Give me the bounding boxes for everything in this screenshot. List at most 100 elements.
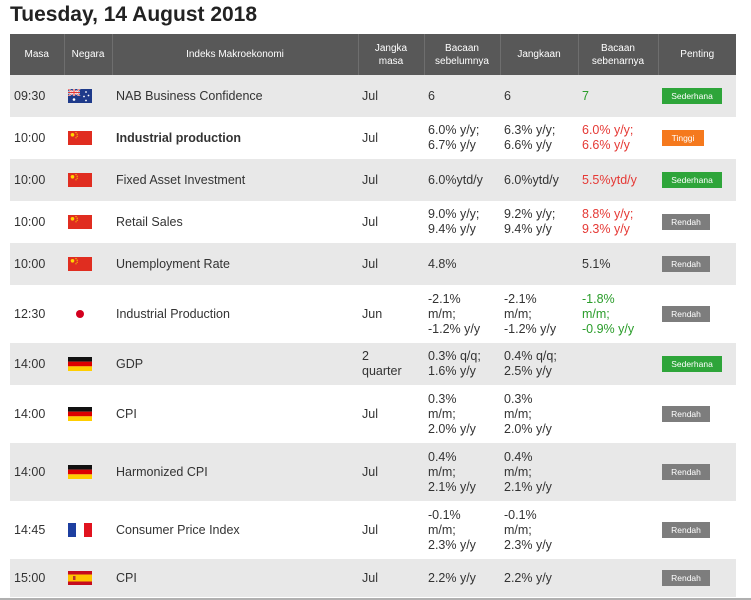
china-flag-icon <box>68 131 92 146</box>
previous-value: 0.3% q/q; 1.6% y/y <box>424 343 500 385</box>
country-flag <box>64 343 112 385</box>
indicator-name[interactable]: Industrial production <box>112 117 358 159</box>
germany-flag-icon <box>68 357 92 372</box>
event-time: 14:00 <box>10 385 64 443</box>
table-row: 14:00 Harmonized CPI Jul 0.4% m/m; 2.1% y/y… <box>10 443 736 501</box>
indicator-name[interactable]: Consumer Price Index <box>112 501 358 559</box>
country-flag <box>64 75 112 117</box>
importance-cell: Tinggi <box>658 117 736 159</box>
australia-flag-icon <box>68 89 92 104</box>
forecast-value: 6.3% y/y; 6.6% y/y <box>500 117 578 159</box>
previous-value: 6 <box>424 75 500 117</box>
china-flag-icon <box>68 215 92 230</box>
previous-value: 4.8% <box>424 243 500 285</box>
header-indicator[interactable]: Indeks Makroekonomi <box>112 34 359 75</box>
event-time: 09:30 <box>10 75 64 117</box>
indicator-name[interactable]: Harmonized CPI <box>112 443 358 501</box>
forecast-value: 2.2% y/y <box>500 559 578 597</box>
indicator-name[interactable]: CPI <box>112 559 358 597</box>
header-time[interactable]: Masa <box>10 34 65 75</box>
previous-value: 2.2% y/y <box>424 559 500 597</box>
forecast-value: -0.1% m/m; 2.3% y/y <box>500 501 578 559</box>
actual-value: 7 <box>578 75 658 117</box>
country-flag <box>64 559 112 597</box>
event-time: 10:00 <box>10 159 64 201</box>
event-time: 10:00 <box>10 201 64 243</box>
importance-cell: Rendah <box>658 443 736 501</box>
previous-value: -2.1% m/m; -1.2% y/y <box>424 285 500 343</box>
table-row: 10:00 Industrial production Jul 6.0% y/y; 6… <box>10 117 736 159</box>
table-row: 10:00 Unemployment Rate Jul 4.8% 5.1% Rendah <box>10 243 736 285</box>
previous-value: 0.3% m/m; 2.0% y/y <box>424 385 500 443</box>
table-row: 09:30 NAB Business Confidence Jul 6 6 7 Sederh… <box>10 75 736 117</box>
forecast-value: 0.4% m/m; 2.1% y/y <box>500 443 578 501</box>
forecast-value <box>500 243 578 285</box>
period-value: 2 quarter <box>358 343 424 385</box>
actual-value: -1.8% m/m; -0.9% y/y <box>578 285 658 343</box>
forecast-value: 9.2% y/y; 9.4% y/y <box>500 201 578 243</box>
importance-badge: Rendah <box>662 522 710 538</box>
country-flag <box>64 443 112 501</box>
country-flag <box>64 201 112 243</box>
indicator-name[interactable]: Retail Sales <box>112 201 358 243</box>
country-flag <box>64 501 112 559</box>
event-time: 14:00 <box>10 343 64 385</box>
previous-value: 6.0%ytd/y <box>424 159 500 201</box>
header-importance[interactable]: Penting <box>658 34 736 75</box>
forecast-value: -2.1% m/m; -1.2% y/y <box>500 285 578 343</box>
previous-value: 9.0% y/y; 9.4% y/y <box>424 201 500 243</box>
forecast-value: 6.0%ytd/y <box>500 159 578 201</box>
forecast-value: 6 <box>500 75 578 117</box>
table-row: 15:00 CPI Jul 2.2% y/y 2.2% y/y Rendah <box>10 559 736 597</box>
actual-value: 5.5%ytd/y <box>578 159 658 201</box>
header-period[interactable]: Jangka masa <box>358 34 425 75</box>
indicator-name[interactable]: NAB Business Confidence <box>112 75 358 117</box>
economic-calendar-table: Masa Negara Indeks Makroekonomi Jangka m… <box>10 34 736 597</box>
indicator-name[interactable]: GDP <box>112 343 358 385</box>
table-row: 10:00 Retail Sales Jul 9.0% y/y; 9.4% y/y 9.… <box>10 201 736 243</box>
period-value: Jul <box>358 117 424 159</box>
period-value: Jul <box>358 201 424 243</box>
header-previous[interactable]: Bacaan sebelumnya <box>424 34 501 75</box>
country-flag <box>64 159 112 201</box>
importance-cell: Rendah <box>658 501 736 559</box>
indicator-name[interactable]: CPI <box>112 385 358 443</box>
importance-badge: Rendah <box>662 406 710 422</box>
header-actual[interactable]: Bacaan sebenarnya <box>578 34 659 75</box>
page-title: Tuesday, 14 August 2018 <box>10 3 258 26</box>
actual-value <box>578 343 658 385</box>
importance-cell: Rendah <box>658 385 736 443</box>
actual-value: 6.0% y/y; 6.6% y/y <box>578 117 658 159</box>
indicator-name[interactable]: Industrial Production <box>112 285 358 343</box>
table-row: 14:45 Consumer Price Index Jul -0.1% m/m; 2… <box>10 501 736 559</box>
actual-value <box>578 443 658 501</box>
importance-badge: Rendah <box>662 306 710 322</box>
china-flag-icon <box>68 173 92 188</box>
table-row: 14:00 CPI Jul 0.3% m/m; 2.0% y/y 0.3% m/m; 2… <box>10 385 736 443</box>
period-value: Jul <box>358 559 424 597</box>
importance-cell: Rendah <box>658 243 736 285</box>
germany-flag-icon <box>68 465 92 480</box>
importance-badge: Tinggi <box>662 130 704 146</box>
period-value: Jul <box>358 385 424 443</box>
importance-cell: Sederhana <box>658 343 736 385</box>
table-header-row: Masa Negara Indeks Makroekonomi Jangka m… <box>10 34 736 75</box>
period-value: Jul <box>358 159 424 201</box>
header-forecast[interactable]: Jangkaan <box>500 34 579 75</box>
previous-value: 0.4% m/m; 2.1% y/y <box>424 443 500 501</box>
event-time: 15:00 <box>10 559 64 597</box>
period-value: Jul <box>358 443 424 501</box>
importance-cell: Rendah <box>658 201 736 243</box>
period-value: Jul <box>358 75 424 117</box>
event-time: 14:00 <box>10 443 64 501</box>
indicator-name[interactable]: Fixed Asset Investment <box>112 159 358 201</box>
indicator-name[interactable]: Unemployment Rate <box>112 243 358 285</box>
importance-cell: Rendah <box>658 285 736 343</box>
importance-cell: Sederhana <box>658 159 736 201</box>
country-flag <box>64 243 112 285</box>
germany-flag-icon <box>68 407 92 422</box>
event-time: 10:00 <box>10 243 64 285</box>
header-country[interactable]: Negara <box>64 34 113 75</box>
importance-badge: Rendah <box>662 256 710 272</box>
period-value: Jul <box>358 501 424 559</box>
